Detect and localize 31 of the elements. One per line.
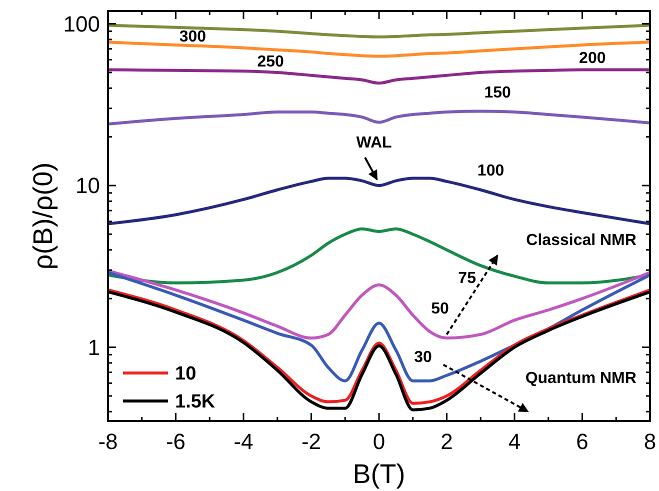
line-series [108,269,650,340]
x-tick-label: 8 [644,429,656,454]
series-label: 200 [579,50,606,67]
series-label: 30 [414,348,432,366]
line-series [108,176,650,226]
annotation: Quantum NMR [525,370,637,388]
x-tick-label: -2 [301,429,322,454]
x-tick-label: 6 [576,429,588,454]
y-tick-label: 10 [76,173,100,198]
series-label: 100 [477,162,504,180]
legend-label: 1.5K [175,392,216,413]
x-tick-label: -8 [98,429,118,454]
series-label: 75 [458,270,476,288]
y-axis-title: ρ(B)/ρ(0) [28,162,58,270]
y-tick-label: 1 [88,334,100,360]
line-series [108,110,650,126]
series-label: 250 [257,53,284,70]
annotation: Classical NMR [526,232,637,249]
annotation: WAL [356,134,392,152]
y-tick-label: 100 [63,12,100,37]
x-tick-label: 2 [440,429,453,454]
x-tick-label: 4 [508,429,521,454]
legend-label: 10 [175,364,196,385]
series-label: 150 [484,84,512,102]
series-label: 300 [179,28,206,46]
x-tick-label: 0 [372,429,386,454]
series-label: 50 [431,300,449,318]
x-tick-label: -4 [234,429,254,454]
x-axis-title: B(T) [352,459,406,489]
x-tick-label: -6 [166,429,186,454]
line-series [108,68,650,85]
